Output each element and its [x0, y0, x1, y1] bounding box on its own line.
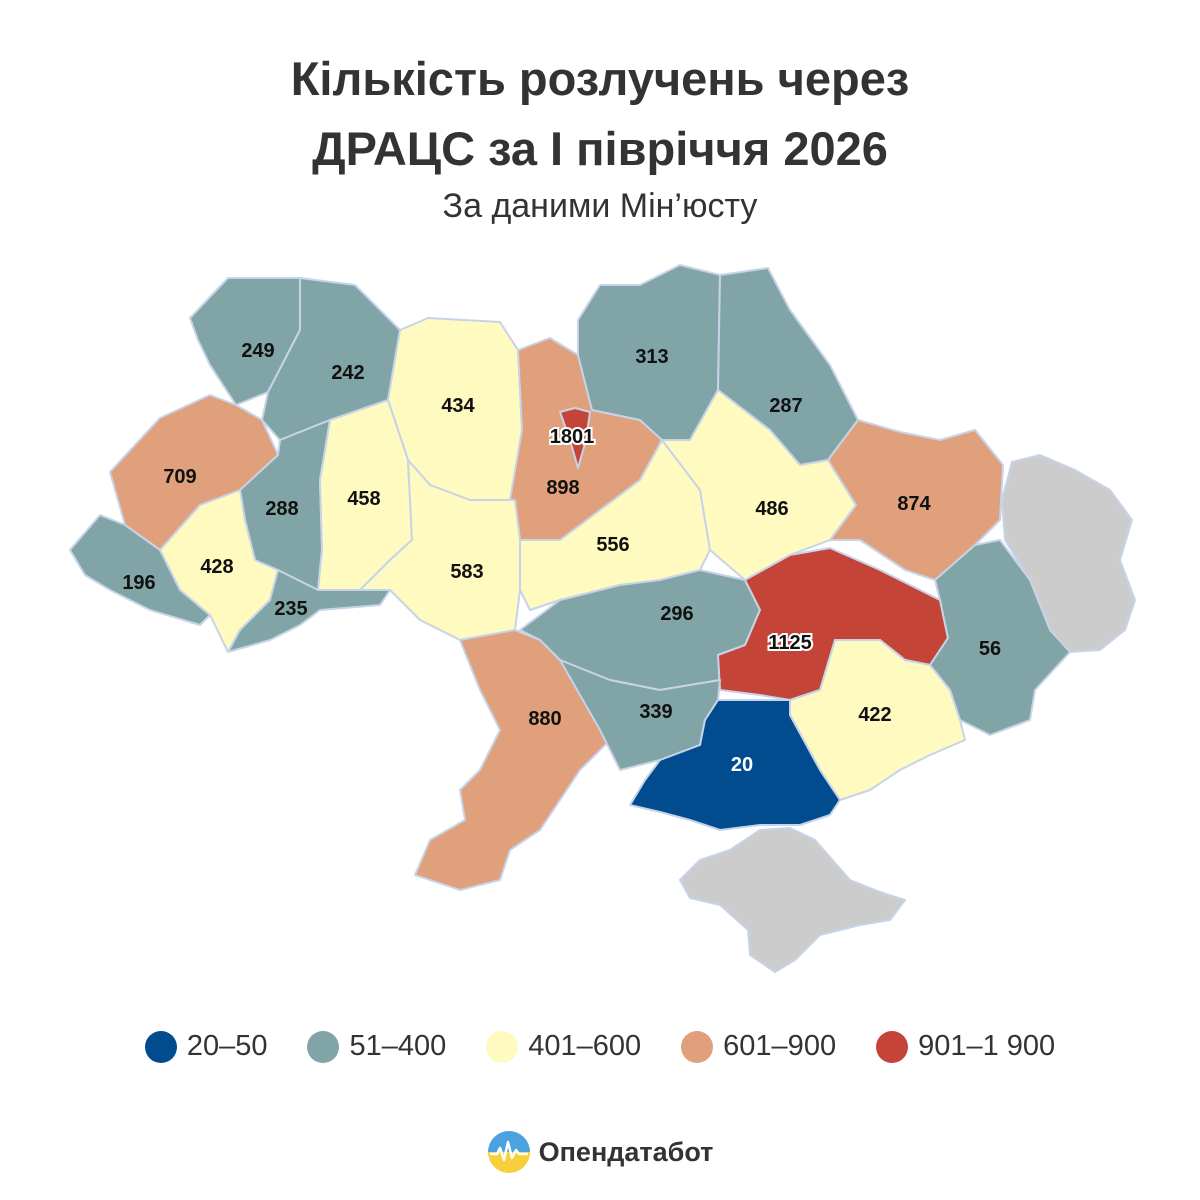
region-label-339: 339 [639, 701, 672, 723]
region-label-583: 583 [450, 561, 483, 583]
region-shape-20 [629, 699, 841, 831]
map-title-line2: ДРАЦС за І півріччя 2026 [312, 122, 888, 175]
legend-swatch [486, 1030, 519, 1063]
legend-swatch [681, 1030, 714, 1063]
region-label-1801: 1801 [550, 426, 595, 448]
region-label-434: 434 [441, 395, 475, 417]
region-label-458: 458 [347, 488, 380, 510]
region-shape-no-data-crimea [679, 827, 906, 973]
region-label-898: 898 [546, 477, 579, 499]
legend-swatch [144, 1030, 177, 1063]
region-label-56: 56 [979, 638, 1001, 660]
region-label-428: 428 [200, 556, 233, 578]
region-label-288: 288 [265, 498, 298, 520]
legend-item: 601–900 [681, 1030, 836, 1063]
legend-label: 901–1 900 [918, 1030, 1056, 1062]
legend-item: 901–1 900 [876, 1030, 1055, 1063]
region-label-235: 235 [274, 598, 307, 620]
region-label-1125: 1125 [768, 632, 811, 654]
region-shape-235 [227, 569, 391, 653]
legend-swatch [307, 1030, 340, 1063]
region-shape-556 [519, 439, 711, 611]
region-label-296: 296 [660, 603, 693, 625]
opendatabot-logo-icon [487, 1131, 530, 1173]
region-label-556: 556 [596, 534, 629, 556]
region-label-196: 196 [122, 572, 155, 594]
region-label-287: 287 [769, 395, 802, 417]
region-label-249: 249 [241, 340, 274, 362]
region-label-313: 313 [635, 346, 668, 368]
map-subtitle: За даними Мін’юсту [442, 187, 758, 225]
header: Кількість розлучень через ДРАЦС за І пів… [0, 44, 1200, 226]
brand: Опендатабот [0, 1130, 1200, 1174]
brand-name: Опендатабот [538, 1136, 714, 1167]
region-label-880: 880 [528, 708, 561, 730]
region-shape-56 [929, 539, 1071, 736]
legend-label: 401–600 [528, 1030, 642, 1062]
legend-label: 20–50 [186, 1030, 268, 1062]
legend-item: 51–400 [307, 1030, 446, 1063]
region-shape-1801 [559, 407, 591, 469]
map-labels-layer: 249 242 434 1801 898 313 287 709 288 458… [122, 340, 1001, 776]
legend-item: 401–600 [486, 1030, 641, 1063]
legend-label: 51–400 [349, 1030, 447, 1062]
map-title-line1: Кількість розлучень через [290, 52, 910, 105]
region-shape-no-data-east [1001, 454, 1136, 653]
legend-item: 20–50 [144, 1030, 268, 1063]
map-legend: 20–50 51–400 401–600 601–900 901–1 900 [0, 1030, 1200, 1063]
map-regions-layer [69, 264, 1136, 973]
region-label-422: 422 [858, 704, 891, 726]
region-label-20: 20 [731, 754, 753, 776]
region-label-709: 709 [163, 466, 196, 488]
region-label-242: 242 [331, 362, 364, 384]
region-label-486: 486 [755, 498, 788, 520]
legend-label: 601–900 [723, 1030, 837, 1062]
region-label-874: 874 [897, 493, 931, 515]
region-shape-874 [827, 419, 1004, 581]
legend-swatch [876, 1030, 909, 1063]
